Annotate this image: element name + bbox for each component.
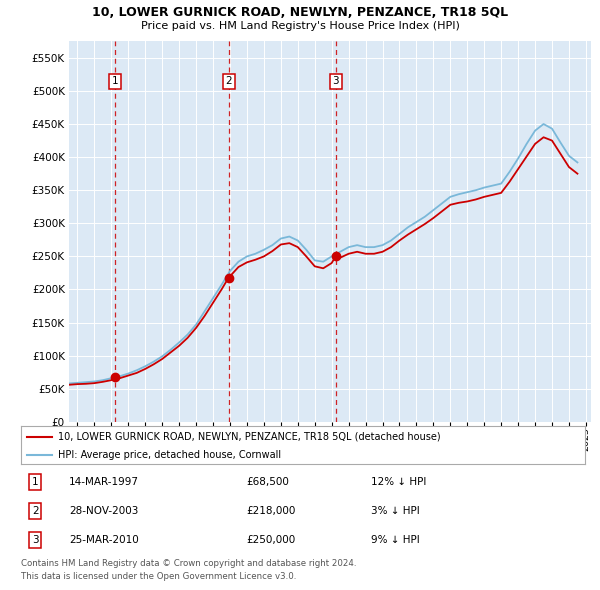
Text: £218,000: £218,000 <box>247 506 296 516</box>
Text: 10, LOWER GURNICK ROAD, NEWLYN, PENZANCE, TR18 5QL: 10, LOWER GURNICK ROAD, NEWLYN, PENZANCE… <box>92 6 508 19</box>
Text: 1: 1 <box>32 477 38 487</box>
Text: Contains HM Land Registry data © Crown copyright and database right 2024.: Contains HM Land Registry data © Crown c… <box>21 559 356 568</box>
Text: 3: 3 <box>32 535 38 545</box>
Text: 28-NOV-2003: 28-NOV-2003 <box>69 506 139 516</box>
Text: 14-MAR-1997: 14-MAR-1997 <box>69 477 139 487</box>
Text: HPI: Average price, detached house, Cornwall: HPI: Average price, detached house, Corn… <box>58 450 281 460</box>
Text: 2: 2 <box>32 506 38 516</box>
Text: This data is licensed under the Open Government Licence v3.0.: This data is licensed under the Open Gov… <box>21 572 296 581</box>
Text: 10, LOWER GURNICK ROAD, NEWLYN, PENZANCE, TR18 5QL (detached house): 10, LOWER GURNICK ROAD, NEWLYN, PENZANCE… <box>58 432 440 442</box>
Text: 25-MAR-2010: 25-MAR-2010 <box>69 535 139 545</box>
Text: 2: 2 <box>226 76 232 86</box>
Text: Price paid vs. HM Land Registry's House Price Index (HPI): Price paid vs. HM Land Registry's House … <box>140 21 460 31</box>
Text: 12% ↓ HPI: 12% ↓ HPI <box>371 477 426 487</box>
Text: 1: 1 <box>112 76 118 86</box>
Text: 3: 3 <box>332 76 339 86</box>
Text: 3% ↓ HPI: 3% ↓ HPI <box>371 506 419 516</box>
Text: £250,000: £250,000 <box>247 535 296 545</box>
Text: £68,500: £68,500 <box>247 477 289 487</box>
Text: 9% ↓ HPI: 9% ↓ HPI <box>371 535 419 545</box>
